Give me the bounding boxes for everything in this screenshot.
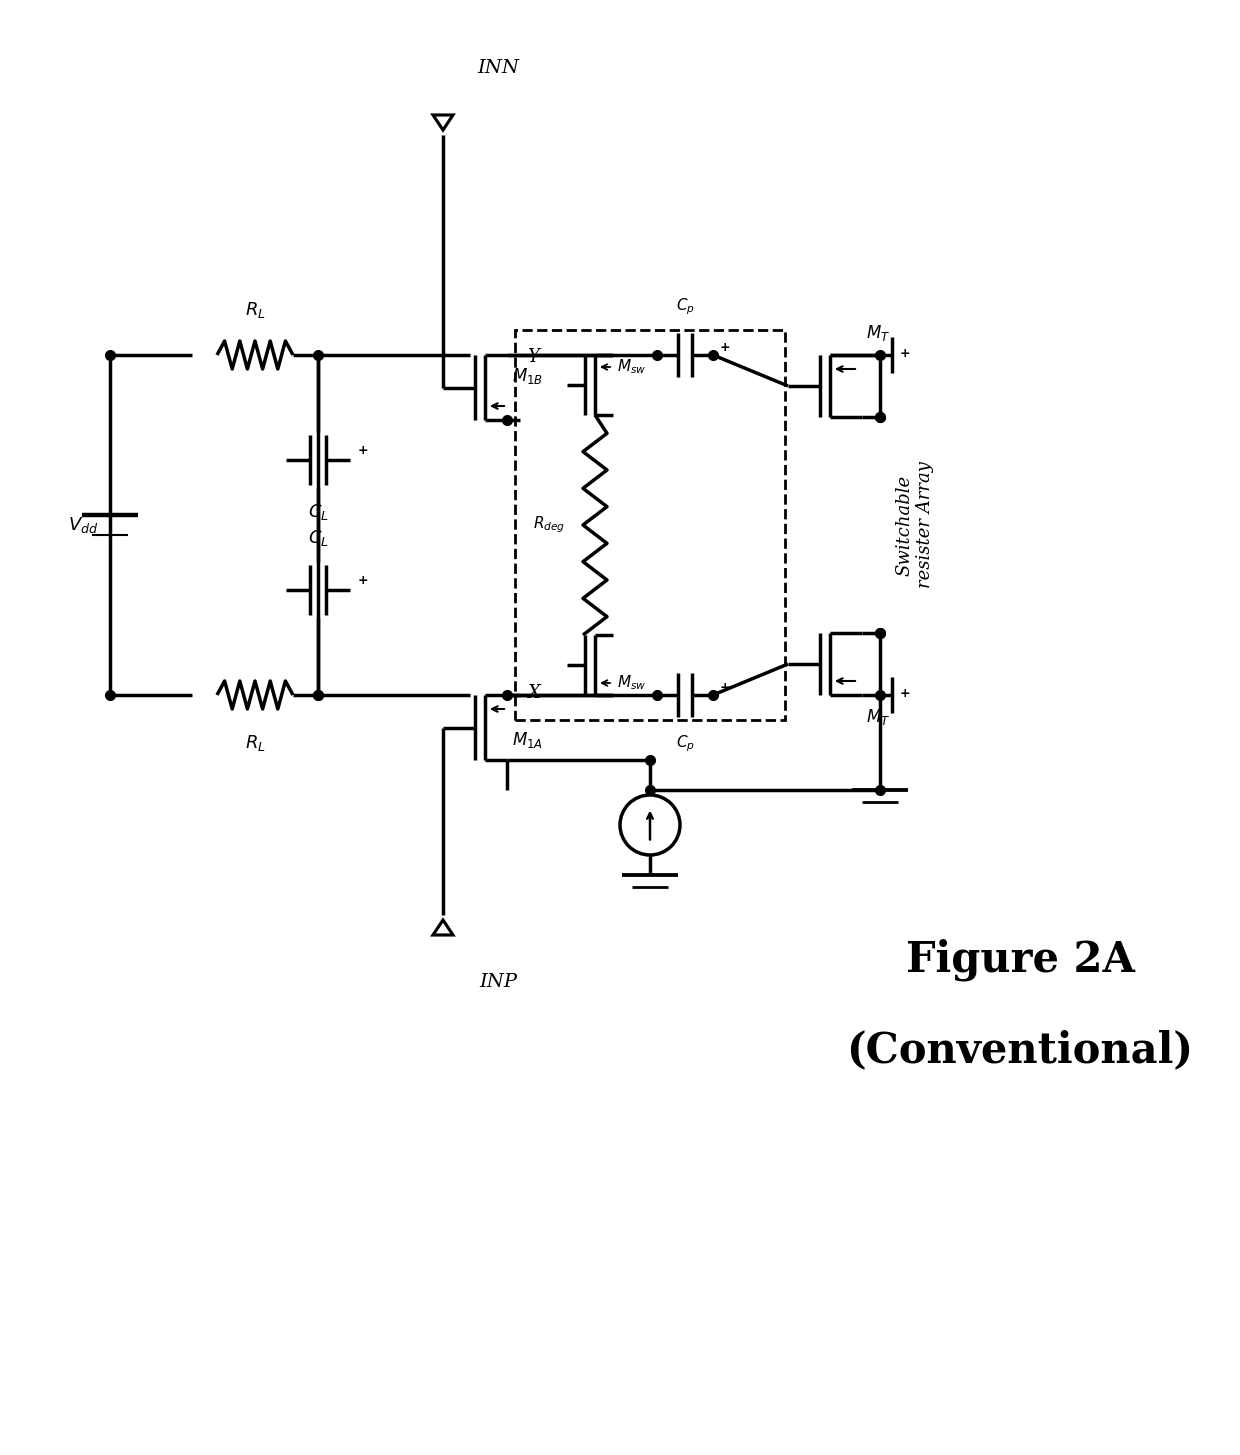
Text: $M_T$: $M_T$ — [866, 323, 890, 343]
Text: $R_L$: $R_L$ — [244, 733, 265, 754]
Text: (Conventional): (Conventional) — [847, 1029, 1194, 1071]
Text: $M_{1A}$: $M_{1A}$ — [512, 729, 543, 749]
Text: INN: INN — [477, 60, 520, 77]
Text: $R_L$: $R_L$ — [244, 300, 265, 320]
Text: $M_{sw}$: $M_{sw}$ — [618, 674, 646, 693]
Text: +: + — [720, 681, 730, 694]
Text: $M_T$: $M_T$ — [866, 707, 890, 728]
Text: +: + — [900, 687, 910, 700]
Text: $C_L$: $C_L$ — [308, 502, 329, 522]
Text: $C_p$: $C_p$ — [676, 297, 694, 317]
Text: $M_{1B}$: $M_{1B}$ — [512, 365, 543, 386]
Text: +: + — [900, 346, 910, 359]
Text: +: + — [358, 573, 368, 586]
Text: +: + — [720, 340, 730, 354]
Text: X: X — [527, 684, 539, 701]
Text: $C_p$: $C_p$ — [676, 733, 694, 754]
Text: $R_{deg}$: $R_{deg}$ — [533, 515, 565, 535]
Text: Switchable
resister Array: Switchable resister Array — [895, 461, 935, 588]
Text: +: + — [358, 444, 368, 457]
Text: Figure 2A: Figure 2A — [905, 938, 1135, 981]
Text: $C_L$: $C_L$ — [308, 528, 329, 549]
Text: Y: Y — [527, 348, 539, 367]
Text: INP: INP — [479, 973, 517, 991]
Text: $V_{dd}$: $V_{dd}$ — [68, 515, 98, 535]
Bar — [515, 330, 785, 720]
Text: $M_{sw}$: $M_{sw}$ — [618, 358, 646, 377]
